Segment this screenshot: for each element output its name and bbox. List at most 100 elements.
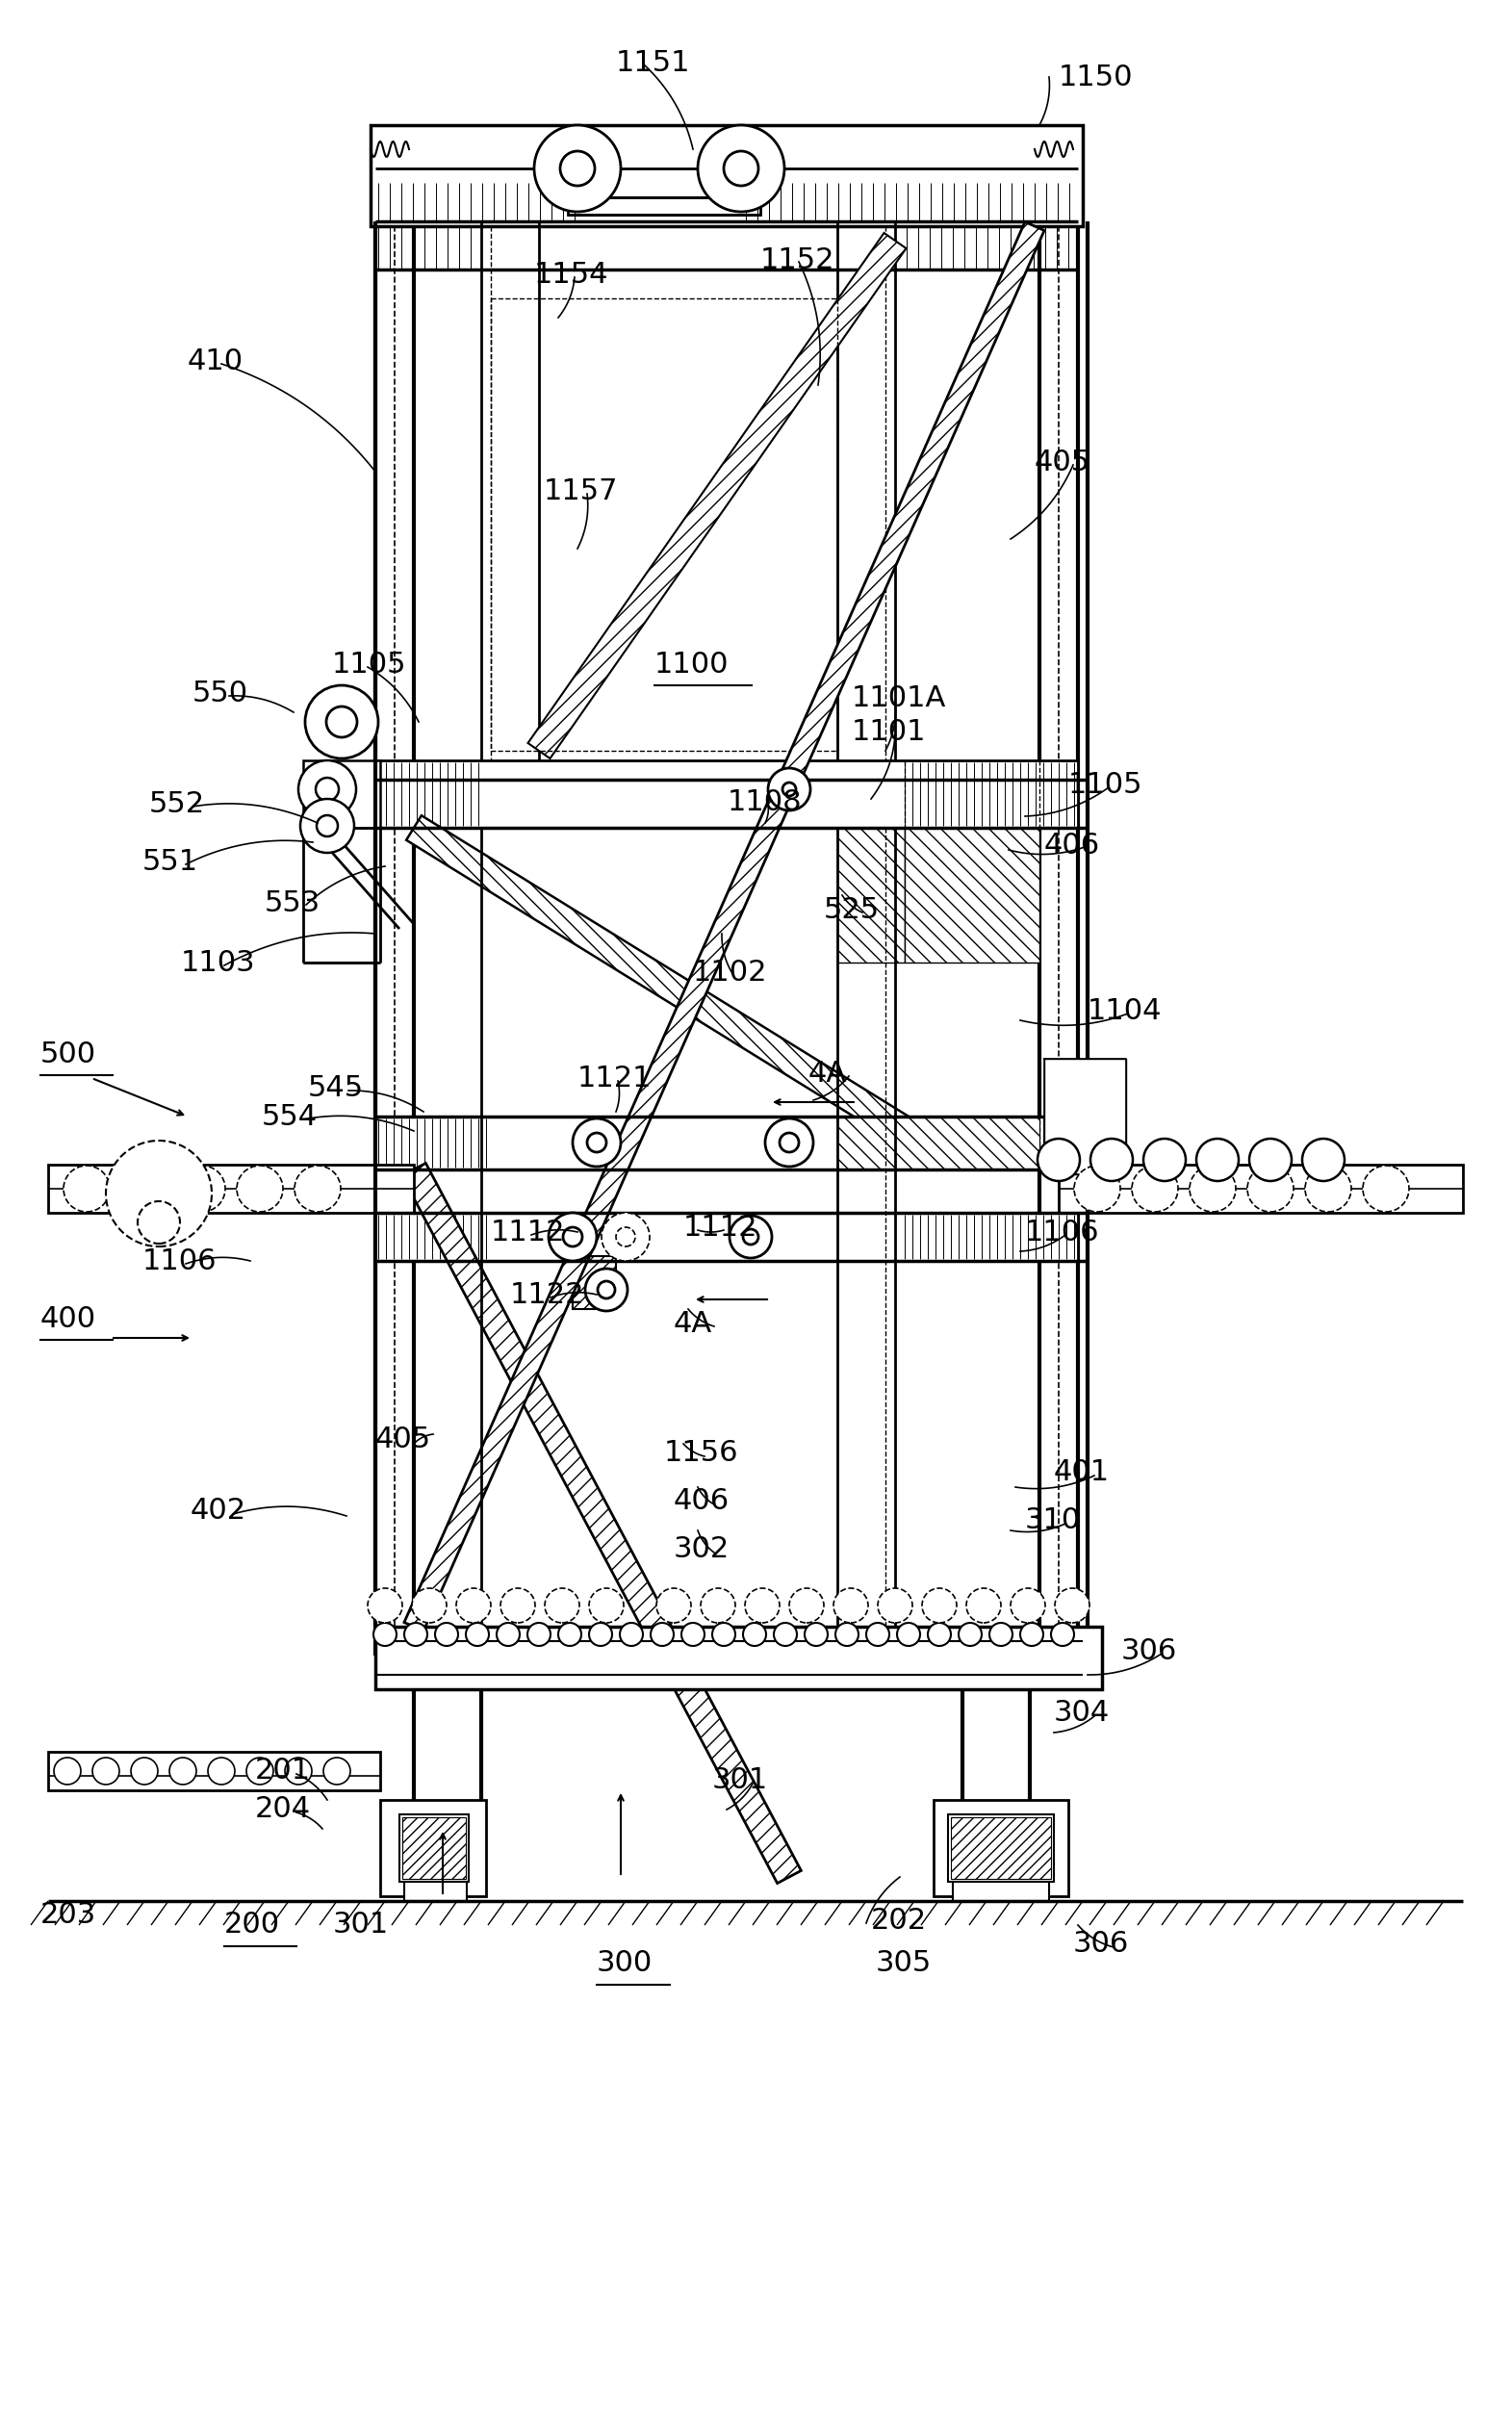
Circle shape (615, 1227, 635, 1246)
Text: 1157: 1157 (544, 476, 618, 505)
Circle shape (789, 1589, 824, 1623)
Circle shape (742, 1623, 767, 1647)
Circle shape (602, 1212, 650, 1261)
Text: 4A: 4A (809, 1060, 847, 1087)
Text: 300: 300 (597, 1949, 653, 1978)
Circle shape (866, 1623, 889, 1647)
Circle shape (1249, 1140, 1291, 1181)
Text: 1104: 1104 (1087, 997, 1163, 1024)
Bar (48, 1164, 414, 1212)
Text: 201: 201 (256, 1758, 311, 1785)
Circle shape (1021, 1623, 1043, 1647)
Circle shape (178, 1166, 225, 1212)
Circle shape (1302, 1140, 1344, 1181)
Text: 406: 406 (674, 1488, 730, 1517)
Circle shape (1090, 1140, 1132, 1181)
Text: 1151: 1151 (615, 48, 691, 77)
Bar (1045, 1058, 1126, 1174)
Circle shape (724, 152, 759, 186)
Text: 1101A: 1101A (851, 683, 947, 712)
Circle shape (712, 1623, 735, 1647)
Circle shape (1247, 1166, 1294, 1212)
Circle shape (528, 1623, 550, 1647)
Circle shape (411, 1589, 446, 1623)
Circle shape (54, 1758, 80, 1785)
Text: 4A: 4A (674, 1309, 712, 1338)
Circle shape (298, 761, 357, 819)
Circle shape (682, 1623, 705, 1647)
Polygon shape (573, 1256, 615, 1309)
Circle shape (549, 1212, 597, 1261)
Bar (953, 1881, 1049, 1901)
Circle shape (466, 1623, 488, 1647)
Polygon shape (402, 1816, 466, 1879)
Circle shape (765, 1118, 813, 1166)
Bar (370, 126, 1083, 227)
Text: 1112: 1112 (491, 1217, 565, 1246)
Text: 402: 402 (191, 1497, 246, 1526)
Text: 405: 405 (375, 1425, 431, 1454)
Circle shape (597, 1280, 615, 1299)
Circle shape (301, 799, 354, 852)
Circle shape (138, 1200, 180, 1244)
Text: 400: 400 (41, 1304, 97, 1333)
Text: 1101: 1101 (851, 717, 927, 746)
Circle shape (316, 778, 339, 802)
Bar (933, 1799, 1069, 1896)
Circle shape (1362, 1166, 1409, 1212)
Bar (404, 1881, 467, 1901)
Circle shape (246, 1758, 274, 1785)
Text: 525: 525 (824, 896, 880, 923)
Circle shape (92, 1758, 119, 1785)
Bar (375, 1628, 1102, 1688)
Circle shape (1132, 1166, 1178, 1212)
Circle shape (922, 1589, 957, 1623)
Circle shape (534, 126, 621, 213)
Circle shape (620, 1623, 643, 1647)
Bar (375, 761, 1078, 828)
Text: 1150: 1150 (1058, 63, 1134, 92)
Circle shape (650, 1623, 674, 1647)
Text: 551: 551 (142, 848, 198, 874)
Circle shape (783, 782, 795, 797)
Circle shape (496, 1623, 520, 1647)
Circle shape (558, 1623, 581, 1647)
Text: 1108: 1108 (727, 787, 803, 816)
Text: 554: 554 (262, 1104, 318, 1130)
Circle shape (316, 816, 337, 836)
Polygon shape (528, 232, 906, 758)
Circle shape (585, 1268, 627, 1311)
Text: 406: 406 (1045, 831, 1101, 860)
Circle shape (1074, 1166, 1120, 1212)
Text: 1154: 1154 (534, 261, 609, 287)
Circle shape (656, 1589, 691, 1623)
Circle shape (989, 1623, 1013, 1647)
Text: 500: 500 (41, 1041, 97, 1067)
Polygon shape (407, 816, 912, 1142)
Circle shape (544, 1589, 579, 1623)
Circle shape (327, 708, 357, 737)
Circle shape (324, 1758, 351, 1785)
Circle shape (1143, 1140, 1185, 1181)
Bar (48, 1751, 380, 1790)
Text: 553: 553 (265, 889, 321, 918)
Circle shape (237, 1166, 283, 1212)
Circle shape (106, 1140, 212, 1246)
Circle shape (897, 1623, 921, 1647)
Text: 1103: 1103 (181, 949, 256, 976)
Bar (399, 1814, 469, 1881)
Circle shape (774, 1623, 797, 1647)
Text: 1105: 1105 (1069, 770, 1143, 799)
Circle shape (1190, 1166, 1235, 1212)
Circle shape (169, 1758, 197, 1785)
Circle shape (1051, 1623, 1074, 1647)
Circle shape (745, 1589, 780, 1623)
Text: 200: 200 (224, 1910, 280, 1939)
Text: 401: 401 (1054, 1459, 1110, 1488)
Circle shape (435, 1623, 458, 1647)
Circle shape (878, 1589, 912, 1623)
Text: 1121: 1121 (578, 1065, 652, 1092)
Circle shape (1055, 1589, 1090, 1623)
Circle shape (1305, 1166, 1352, 1212)
Text: 306: 306 (1122, 1637, 1178, 1664)
